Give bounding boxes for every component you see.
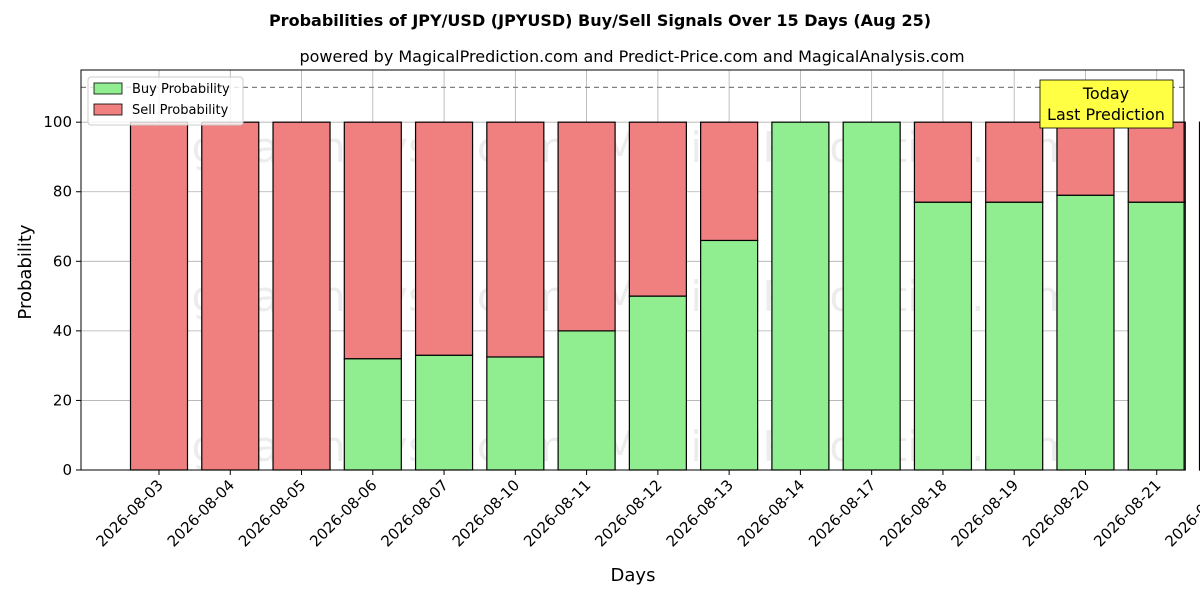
bar-buy-2026-08-18 (913, 201, 973, 471)
bar-buy-2026-08-06 (343, 358, 402, 471)
y-ticks: 0 20 40 60 80 100 (43, 113, 81, 479)
x-tick-label: 2026-08-21 (1090, 476, 1164, 550)
bar-sell-2026-08-06 (343, 121, 402, 360)
x-tick-label: 2026-08-20 (1019, 476, 1093, 550)
legend-swatch-buy (93, 82, 123, 95)
bar-buy-2026-08-11 (557, 330, 616, 471)
bar-buy-2026-08-13 (700, 239, 759, 471)
legend-label-buy: Buy Probability (132, 82, 230, 97)
legend: Buy Probability Sell Probability (87, 76, 244, 126)
plot-frame (80, 69, 1185, 471)
bar-buy-2026-08-07 (414, 354, 474, 471)
x-tick-label: 2026-08-05 (235, 476, 309, 550)
annotation-box (1039, 79, 1174, 129)
x-tick-label: 2026-08-06 (306, 476, 380, 550)
bar-buy-2026-08-21 (1127, 201, 1186, 471)
today-annotation: Today Last Prediction (1039, 79, 1174, 129)
bar-sell-2026-08-10 (486, 121, 545, 358)
y-tick-label: 20 (53, 391, 72, 409)
y-tick-label: 40 (53, 322, 72, 340)
x-tick-label: 2026-08-13 (663, 476, 737, 550)
x-tick-label: 2026-08-12 (591, 476, 665, 550)
bar-buy-2026-08-20 (1056, 194, 1115, 471)
bar-sell-2026-08-11 (557, 121, 616, 332)
bar-sell-2026-08-20 (1056, 121, 1115, 196)
bar-buy-2026-08-10 (486, 356, 545, 471)
x-tick-label: 2026-08-10 (449, 476, 523, 550)
bar-buy-2026-08-12 (628, 295, 687, 471)
legend-swatch-sell (93, 103, 123, 116)
x-tick-label: 2026-08-18 (876, 476, 950, 550)
bar-buy-2026-08-19 (985, 201, 1044, 471)
x-tick-label: 2026-08-11 (520, 476, 594, 550)
annotation-line-2: Last Prediction (1047, 105, 1165, 124)
x-axis-label: Days (611, 565, 656, 586)
bar-buy-2026-08-17 (842, 121, 901, 471)
bar-sell-2026-08-07 (414, 121, 474, 356)
bar-sell-2026-08-03 (129, 121, 189, 471)
bar-sell-2026-08-13 (700, 121, 759, 242)
bar-sell-2026-08-19 (985, 121, 1044, 203)
x-tick-label: 2026-08-19 (948, 476, 1022, 550)
y-tick-label: 0 (62, 461, 72, 479)
legend-box (87, 76, 244, 126)
x-tick-label: 2026-08-17 (805, 476, 879, 550)
bar-sell-2026-08-04 (201, 121, 260, 471)
bar-sell-2026-08-12 (628, 121, 687, 297)
bar-sell-2026-08-05 (272, 121, 331, 471)
bar-buy-2026-08-14 (771, 121, 830, 471)
y-tick-label: 100 (43, 113, 72, 131)
chart-subtitle: powered by MagicalPrediction.com and Pre… (299, 47, 964, 66)
y-tick-label: 60 (53, 252, 72, 270)
x-tick-label: 2026-08-24 (1161, 476, 1200, 550)
legend-label-sell: Sell Probability (132, 103, 229, 118)
y-axis-label: Probability (15, 224, 36, 319)
annotation-line-1: Today (1082, 84, 1129, 103)
bar-sell-2026-08-18 (913, 121, 973, 203)
x-tick-label: 2026-08-14 (734, 476, 808, 550)
bars (129, 121, 1200, 471)
x-tick-label: 2026-08-04 (164, 476, 238, 550)
y-tick-label: 80 (53, 183, 72, 201)
x-ticks: 2026-08-032026-08-042026-08-052026-08-06… (92, 470, 1200, 550)
x-tick-label: 2026-08-07 (378, 476, 452, 550)
bar-sell-2026-08-21 (1127, 121, 1186, 203)
x-tick-label: 2026-08-03 (92, 476, 166, 550)
chart-title: Probabilities of JPY/USD (JPYUSD) Buy/Se… (269, 11, 931, 30)
